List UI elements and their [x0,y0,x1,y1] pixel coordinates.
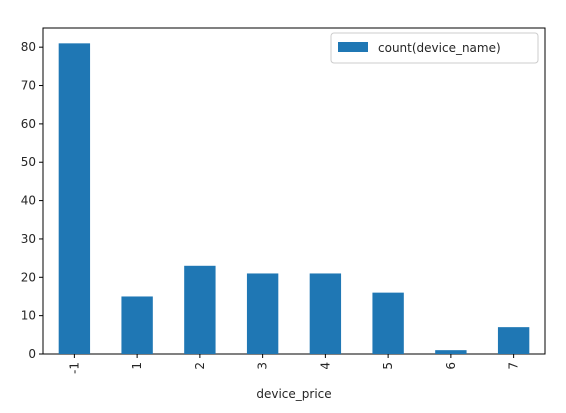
bar-4 [309,273,342,354]
y-tick-label-60: 60 [21,117,36,131]
x-tick-label-7: 7 [507,362,521,370]
x-tick-label-4: 4 [318,362,332,370]
bar-3 [246,273,279,354]
y-tick-label-20: 20 [21,270,36,284]
bars-group [58,43,530,354]
x-tick-label-5: 5 [381,362,395,370]
x-axis-label: device_price [256,387,331,401]
bar-6 [435,350,467,354]
bar-5 [372,292,404,354]
bar-7 [497,327,530,354]
x-tick-label-6: 6 [444,362,458,370]
x-tick-label-3: 3 [256,362,270,370]
y-tick-label-10: 10 [21,309,36,323]
y-tick-label-30: 30 [21,232,36,246]
y-axis: 0 10 20 30 40 50 60 70 80 [21,40,43,361]
x-axis: -1 1 2 3 4 5 6 7 [67,354,521,374]
legend-swatch [338,42,368,52]
bar-1 [121,296,153,354]
y-tick-label-50: 50 [21,155,36,169]
y-tick-label-40: 40 [21,194,36,208]
legend: count(device_name) [330,32,539,64]
plot-frame [42,27,546,355]
bar-2 [184,265,216,354]
legend-frame [330,32,539,64]
x-tick-label-2: 2 [193,362,207,370]
legend-label: count(device_name) [378,41,501,55]
y-tick-label-70: 70 [21,79,36,93]
bar--1 [58,43,91,354]
y-tick-label-0: 0 [28,347,36,361]
x-tick-label--1: -1 [67,362,81,374]
x-tick-label-1: 1 [130,362,144,370]
y-tick-label-80: 80 [21,40,36,54]
